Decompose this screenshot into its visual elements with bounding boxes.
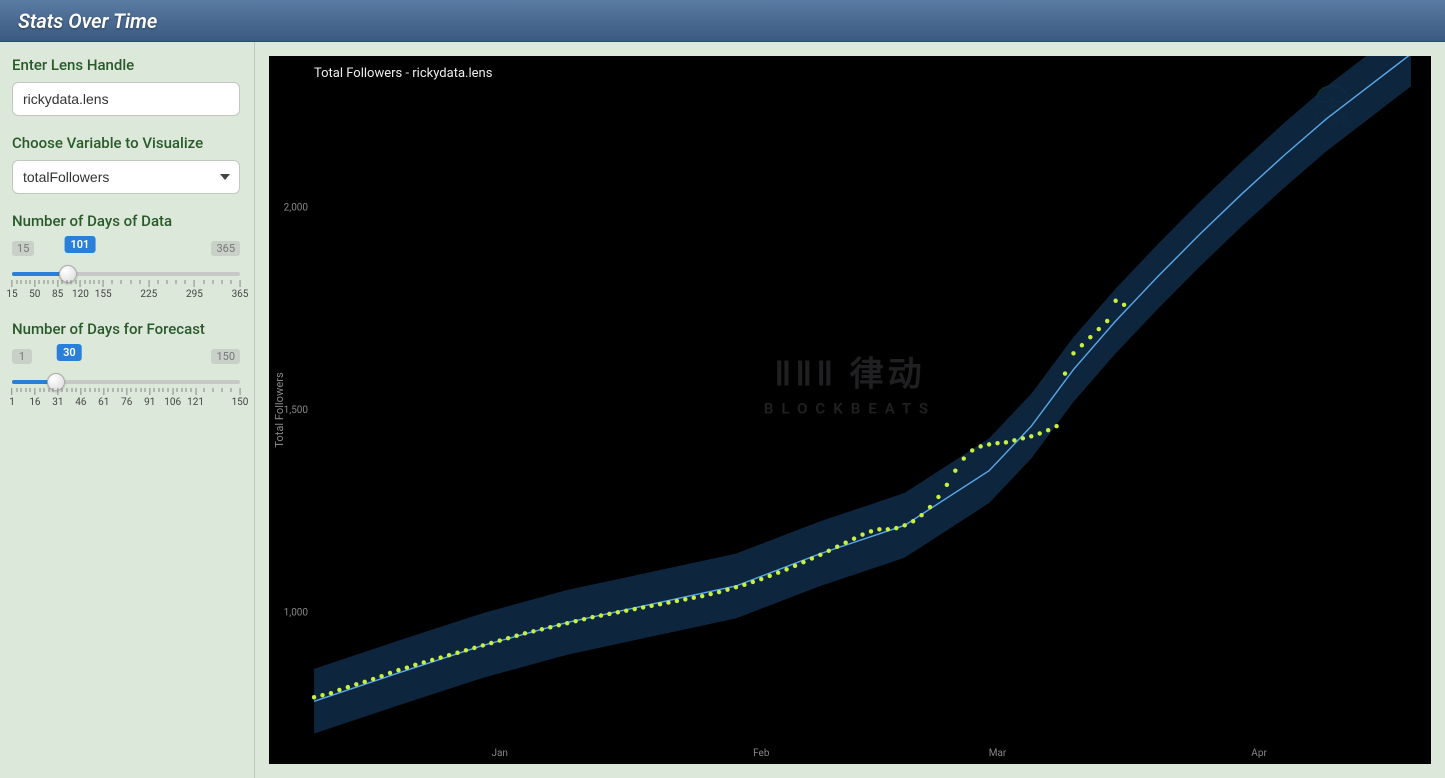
chart-svg: 1,0001,5002,000JanFebMarAprTotal Followe… [269,56,1431,764]
app-header: Stats Over Time [0,0,1445,42]
sidebar: Enter Lens Handle Choose Variable to Vis… [0,42,255,778]
variable-select-wrap: totalFollowers [12,160,240,194]
days-data-track [12,272,240,276]
days-data-label: Number of Days of Data [12,212,240,230]
days-forecast-slider[interactable]: 1163146617691106121150 [12,380,240,410]
days-data-min-badge: 15 [12,241,34,256]
days-forecast-ticks: 1163146617691106121150 [12,388,240,410]
svg-text:Total Followers: Total Followers [273,372,286,448]
days-data-value-bubble: 101 [64,236,95,253]
days-forecast-value-bubble: 30 [57,344,82,361]
svg-text:Mar: Mar [989,748,1007,759]
svg-text:2,000: 2,000 [284,203,309,214]
days-forecast-min-badge: 1 [12,349,32,364]
days-forecast-max-badge: 150 [211,349,240,364]
days-forecast-track [12,380,240,384]
svg-text:Apr: Apr [1251,748,1267,759]
days-forecast-field-block: Number of Days for Forecast 1 30 150 116… [12,320,240,410]
svg-text:Jan: Jan [491,748,507,759]
main-area: Enter Lens Handle Choose Variable to Vis… [0,42,1445,778]
days-data-slider[interactable]: 155085120155225295365 [12,272,240,302]
content-area: Total Followers - rickydata.lens ‖‖‖ 律动 … [255,42,1445,778]
svg-text:Feb: Feb [753,748,770,759]
days-data-slider-row: 15 101 365 [12,238,240,258]
variable-select[interactable]: totalFollowers [12,160,240,194]
variable-field-block: Choose Variable to Visualize totalFollow… [12,134,240,194]
handle-label: Enter Lens Handle [12,56,240,74]
handle-field-block: Enter Lens Handle [12,56,240,116]
svg-text:1,000: 1,000 [284,607,309,618]
days-forecast-label: Number of Days for Forecast [12,320,240,338]
days-data-field-block: Number of Days of Data 15 101 365 155085… [12,212,240,302]
days-forecast-slider-row: 1 30 150 [12,346,240,366]
days-data-ticks: 155085120155225295365 [12,280,240,302]
days-data-slider-value-wrap: 101 [38,238,207,258]
app-title: Stats Over Time [18,9,157,33]
handle-input[interactable] [12,82,240,116]
variable-label: Choose Variable to Visualize [12,134,240,152]
days-data-max-badge: 365 [211,241,240,256]
svg-text:1,500: 1,500 [284,405,309,416]
chart-panel: Total Followers - rickydata.lens ‖‖‖ 律动 … [269,56,1431,764]
days-forecast-slider-value-wrap: 30 [36,346,207,366]
